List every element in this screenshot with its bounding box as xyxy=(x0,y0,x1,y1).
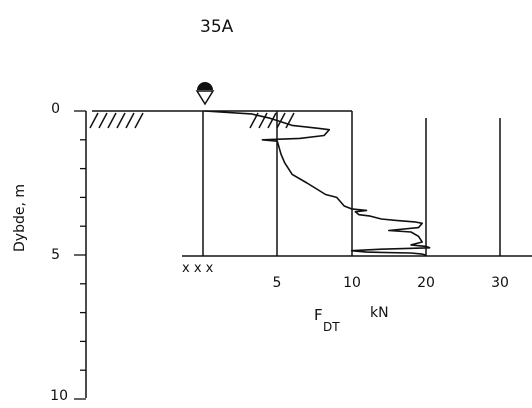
bottom-marks: x x x xyxy=(182,261,214,276)
force-axis-label: F xyxy=(314,306,323,324)
force-tick-5: 5 xyxy=(273,275,282,291)
force-tick-30: 30 xyxy=(491,275,509,291)
force-tick-20: 20 xyxy=(417,275,435,291)
depth-axis-label: Dybde, m xyxy=(12,184,28,252)
depth-minor-ticks xyxy=(74,110,86,400)
depth-tick-0: 0 xyxy=(51,101,60,117)
chart-title: 35A xyxy=(200,17,234,37)
force-axis-unit: kN xyxy=(370,305,389,321)
ground-hatching-right xyxy=(249,112,295,129)
force-axis-label-subscript: DT xyxy=(323,320,340,334)
depth-tick-10: 10 xyxy=(50,388,68,404)
ground-hatching-left xyxy=(89,112,144,129)
water-table-icon xyxy=(195,82,215,106)
depth-tick-5: 5 xyxy=(51,247,60,263)
force-tick-10: 10 xyxy=(343,275,361,291)
force-depth-curve xyxy=(204,110,431,256)
